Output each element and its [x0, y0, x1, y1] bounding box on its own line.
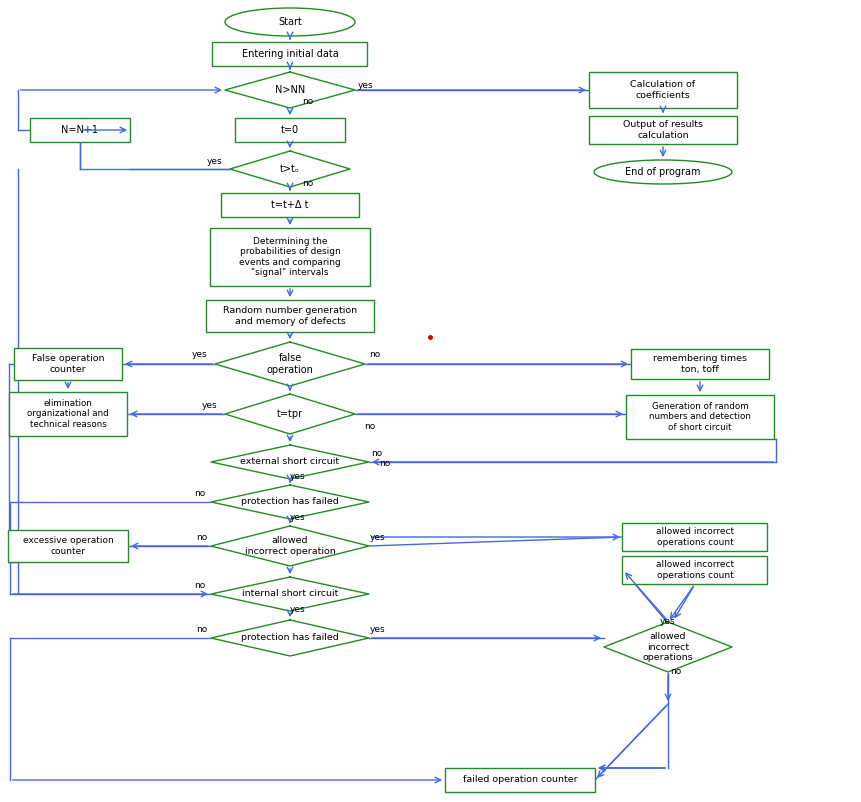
FancyBboxPatch shape: [622, 523, 766, 551]
FancyBboxPatch shape: [588, 116, 736, 144]
Text: yes: yes: [357, 80, 373, 90]
Text: remembering times
ton, toff: remembering times ton, toff: [653, 354, 746, 374]
Text: yes: yes: [202, 402, 218, 411]
Text: no: no: [196, 533, 208, 541]
Text: allowed
incorrect
operations: allowed incorrect operations: [642, 632, 692, 662]
FancyBboxPatch shape: [625, 395, 773, 439]
Text: no: no: [371, 449, 382, 459]
Polygon shape: [211, 485, 369, 519]
Text: t>tₒ: t>tₒ: [280, 164, 300, 174]
FancyBboxPatch shape: [622, 556, 766, 584]
Polygon shape: [211, 526, 369, 566]
Text: Generation of random
numbers and detection
of short circuit: Generation of random numbers and detecti…: [648, 402, 750, 432]
Text: yes: yes: [290, 472, 306, 481]
Text: yes: yes: [369, 626, 386, 634]
Text: t=t+Δ t: t=t+Δ t: [271, 200, 308, 210]
Text: external short circuit: external short circuit: [240, 457, 339, 467]
Polygon shape: [211, 445, 369, 479]
Text: protection has failed: protection has failed: [241, 497, 338, 507]
Polygon shape: [225, 72, 355, 108]
Text: yes: yes: [290, 605, 306, 614]
Polygon shape: [225, 394, 355, 434]
Text: Entering initial data: Entering initial data: [241, 49, 338, 59]
FancyBboxPatch shape: [213, 42, 367, 66]
FancyBboxPatch shape: [206, 300, 374, 332]
Text: false
operation: false operation: [266, 353, 313, 375]
FancyBboxPatch shape: [588, 72, 736, 108]
Text: no: no: [301, 179, 313, 188]
Text: yes: yes: [290, 512, 306, 521]
Text: no: no: [364, 423, 375, 431]
Ellipse shape: [593, 160, 731, 184]
FancyBboxPatch shape: [8, 530, 127, 562]
FancyBboxPatch shape: [235, 118, 344, 142]
Text: allowed incorrect
operations count: allowed incorrect operations count: [655, 561, 734, 580]
FancyBboxPatch shape: [9, 392, 127, 436]
FancyBboxPatch shape: [630, 349, 768, 379]
FancyBboxPatch shape: [444, 768, 594, 792]
Text: excessive operation
counter: excessive operation counter: [22, 537, 114, 556]
Text: Start: Start: [278, 17, 301, 27]
Text: protection has failed: protection has failed: [241, 634, 338, 642]
FancyBboxPatch shape: [14, 348, 122, 380]
Text: no: no: [194, 489, 206, 499]
FancyBboxPatch shape: [30, 118, 130, 142]
Text: allowed incorrect
operations count: allowed incorrect operations count: [655, 527, 734, 547]
Polygon shape: [604, 622, 731, 672]
Text: Output of results
calculation: Output of results calculation: [623, 120, 703, 140]
Text: t=tpr: t=tpr: [276, 409, 303, 419]
Text: internal short circuit: internal short circuit: [242, 589, 338, 598]
Text: no: no: [670, 667, 681, 677]
Text: no: no: [194, 581, 206, 590]
Polygon shape: [211, 577, 369, 611]
Polygon shape: [214, 342, 364, 386]
Text: elimination
organizational and
technical reasons: elimination organizational and technical…: [27, 399, 108, 429]
Text: allowed
incorrect operation: allowed incorrect operation: [245, 537, 335, 556]
FancyBboxPatch shape: [220, 193, 358, 217]
Text: End of program: End of program: [624, 167, 700, 177]
Text: Random number generation
and memory of defects: Random number generation and memory of d…: [223, 306, 356, 326]
Text: yes: yes: [660, 618, 675, 626]
Ellipse shape: [225, 8, 355, 36]
Text: yes: yes: [192, 350, 208, 359]
Polygon shape: [230, 151, 350, 187]
Text: no: no: [301, 98, 313, 107]
Text: yes: yes: [206, 157, 222, 167]
Text: failed operation counter: failed operation counter: [462, 776, 577, 784]
Text: Determining the
probabilities of design
events and comparing
"signal" intervals: Determining the probabilities of design …: [238, 237, 340, 277]
Text: t=0: t=0: [281, 125, 299, 135]
Text: yes: yes: [369, 533, 386, 541]
Text: no: no: [196, 626, 208, 634]
Text: N>NN: N>NN: [275, 85, 305, 95]
Text: N=N+1: N=N+1: [61, 125, 98, 135]
Text: no: no: [369, 350, 381, 359]
Text: Calculation of
coefficients: Calculation of coefficients: [629, 80, 695, 99]
Text: False operation
counter: False operation counter: [32, 354, 104, 374]
FancyBboxPatch shape: [210, 228, 369, 286]
Polygon shape: [211, 620, 369, 656]
Text: no: no: [379, 460, 390, 468]
